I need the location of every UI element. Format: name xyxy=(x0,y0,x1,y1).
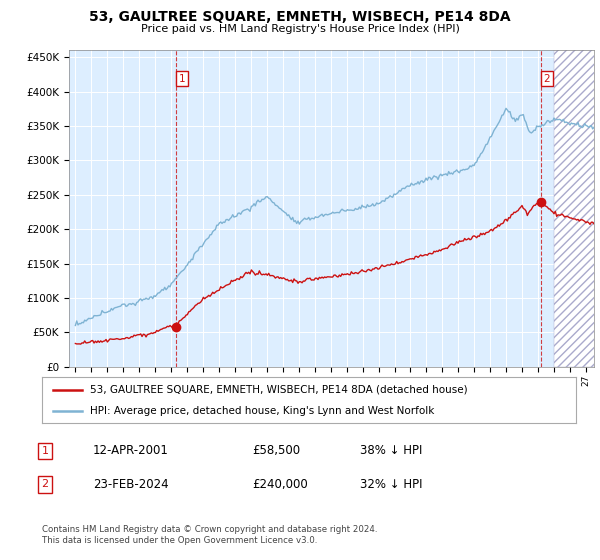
Text: Price paid vs. HM Land Registry's House Price Index (HPI): Price paid vs. HM Land Registry's House … xyxy=(140,24,460,34)
Text: 1: 1 xyxy=(41,446,49,456)
Text: 2: 2 xyxy=(41,479,49,489)
Text: 32% ↓ HPI: 32% ↓ HPI xyxy=(360,478,422,491)
Text: 2: 2 xyxy=(544,74,550,84)
Text: £240,000: £240,000 xyxy=(252,478,308,491)
Text: 53, GAULTREE SQUARE, EMNETH, WISBECH, PE14 8DA (detached house): 53, GAULTREE SQUARE, EMNETH, WISBECH, PE… xyxy=(90,385,467,395)
Bar xyxy=(554,50,600,367)
Text: 1: 1 xyxy=(179,74,185,84)
Text: £58,500: £58,500 xyxy=(252,444,300,458)
Text: HPI: Average price, detached house, King's Lynn and West Norfolk: HPI: Average price, detached house, King… xyxy=(90,407,434,416)
Text: 23-FEB-2024: 23-FEB-2024 xyxy=(93,478,169,491)
Text: 53, GAULTREE SQUARE, EMNETH, WISBECH, PE14 8DA: 53, GAULTREE SQUARE, EMNETH, WISBECH, PE… xyxy=(89,10,511,24)
Text: Contains HM Land Registry data © Crown copyright and database right 2024.
This d: Contains HM Land Registry data © Crown c… xyxy=(42,525,377,545)
Text: 12-APR-2001: 12-APR-2001 xyxy=(93,444,169,458)
Text: 38% ↓ HPI: 38% ↓ HPI xyxy=(360,444,422,458)
